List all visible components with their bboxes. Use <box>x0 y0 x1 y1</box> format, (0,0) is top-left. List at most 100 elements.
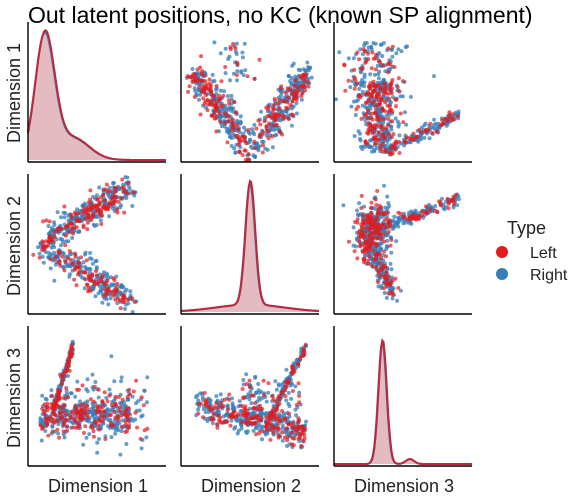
scatter-point-right <box>218 51 223 56</box>
scatter-point-left <box>398 111 403 116</box>
scatter-point-left <box>97 427 102 432</box>
scatter-point-left <box>291 113 295 118</box>
scatter-point-right <box>266 390 271 395</box>
scatter-point-right <box>233 150 238 155</box>
scatter-point-left <box>372 99 377 104</box>
scatter-point-right <box>355 208 359 213</box>
scatter-point-left <box>94 273 99 278</box>
scatter-point-left <box>201 415 205 420</box>
scatter-point-left <box>383 100 388 105</box>
scatter-point-right <box>381 120 386 125</box>
scatter-point-right <box>93 259 98 264</box>
scatter-point-right <box>125 175 130 180</box>
scatter-point-left <box>83 277 88 282</box>
scatter-point-right <box>61 210 66 215</box>
scatter-point-right <box>423 121 428 126</box>
legend-label-right: Right <box>530 267 568 284</box>
scatter-point-right <box>69 391 74 396</box>
scatter-point-right <box>432 117 437 122</box>
scatter-point-right <box>229 418 234 423</box>
scatter-point-right <box>61 251 66 256</box>
scatter-point-right <box>229 144 234 148</box>
scatter-point-right <box>107 185 112 190</box>
scatter-point-left <box>139 395 144 400</box>
scatter-point-left <box>134 378 139 383</box>
scatter-point-left <box>271 407 276 411</box>
scatter-point-left <box>283 90 288 95</box>
scatter-point-right <box>52 245 57 250</box>
scatter-point-left <box>277 401 282 406</box>
scatter-point-right <box>84 435 89 440</box>
scatter-point-left <box>407 215 412 220</box>
scatter-point-right <box>210 72 215 77</box>
scatter-point-left <box>51 410 56 415</box>
scatter-point-right <box>358 131 362 136</box>
scatter-point-right <box>378 247 383 252</box>
kde-fill-dim2 <box>181 182 319 312</box>
scatter-point-left <box>271 111 276 116</box>
scatter-point-left <box>237 139 242 143</box>
scatter-point-right <box>422 135 427 140</box>
scatter-point-left <box>420 209 425 214</box>
scatter-point-right <box>284 109 288 114</box>
scatter-point-left <box>254 432 259 437</box>
scatter-point-left <box>107 393 112 398</box>
scatter-point-right <box>62 215 67 220</box>
scatter-point-right <box>96 291 101 296</box>
scatter-point-right <box>214 394 219 399</box>
scatter-point-right <box>386 201 391 206</box>
scatter-point-left <box>113 185 118 190</box>
kde-line-right-dim3 <box>334 338 472 465</box>
scatter-point-left <box>301 83 306 88</box>
scatter-point-right <box>284 398 289 403</box>
scatter-point-right <box>116 428 121 433</box>
scatter-point-left <box>456 114 460 119</box>
scatter-point-left <box>254 126 259 131</box>
scatter-point-left <box>80 383 85 388</box>
scatter-point-left <box>199 71 204 76</box>
scatter-point-left <box>108 412 113 417</box>
scatter-point-right <box>98 218 103 223</box>
scatter-point-right <box>237 399 242 404</box>
scatter-point-left <box>55 427 60 432</box>
scatter-point-right <box>394 51 399 56</box>
scatter-point-left <box>383 136 387 141</box>
scatter-point-left <box>261 393 266 398</box>
scatter-point-left <box>132 300 137 304</box>
scatter-point-right <box>388 100 393 105</box>
scatter-point-left <box>75 217 80 222</box>
scatter-point-left <box>81 225 86 230</box>
scatter-point-right <box>244 429 248 434</box>
scatter-point-right <box>59 243 63 248</box>
scatter-point-left <box>404 135 409 140</box>
scatter-point-left <box>92 282 97 287</box>
scatter-point-left <box>85 413 90 418</box>
scatter-point-right <box>228 78 232 83</box>
scatter-point-right <box>273 379 278 384</box>
scatter-point-right <box>389 267 394 272</box>
scatter-point-left <box>197 401 202 406</box>
scatter-point-right <box>242 41 247 46</box>
scatter-point-right <box>348 85 353 90</box>
scatter-point-left <box>192 78 197 83</box>
scatter-point-left <box>397 139 401 144</box>
scatter-point-left <box>381 63 386 68</box>
y-label-dimension-3: Dimension 3 <box>4 348 24 448</box>
scatter-point-left <box>380 106 385 111</box>
scatter-point-left <box>386 91 391 96</box>
scatter-point-right <box>67 274 72 279</box>
scatter-point-right <box>106 302 111 307</box>
scatter-point-left <box>132 190 137 195</box>
scatter-point-right <box>85 377 90 382</box>
scatter-point-right <box>243 68 248 73</box>
scatter-point-left <box>272 102 277 107</box>
scatter-point-left <box>387 104 392 109</box>
scatter-point-left <box>226 119 231 123</box>
y-label-dimension-1: Dimension 1 <box>4 43 24 143</box>
scatter-point-left <box>369 236 374 241</box>
scatter-point-right <box>397 133 402 138</box>
scatter-point-left <box>379 226 383 231</box>
scatter-point-left <box>387 150 392 155</box>
scatter-point-left <box>390 119 395 124</box>
scatter-point-left <box>53 413 58 418</box>
